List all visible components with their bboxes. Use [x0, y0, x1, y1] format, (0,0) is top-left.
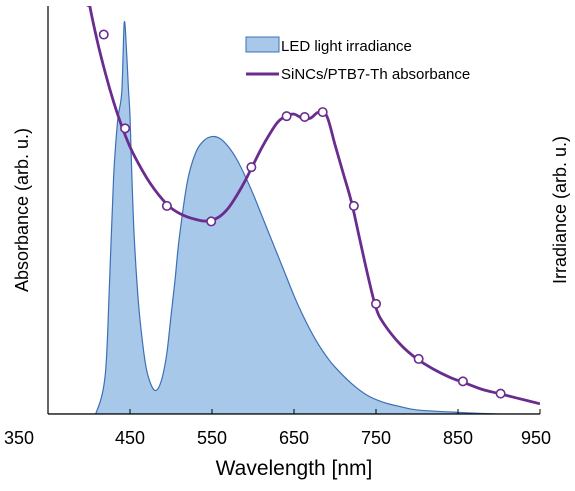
- legend-absorbance-label: SiNCs/PTB7-Th absorbance: [281, 66, 470, 83]
- absorbance-marker: [98, 29, 109, 40]
- absorbance-marker: [495, 388, 506, 399]
- absorbance-marker: [370, 298, 381, 309]
- absorbance-marker: [457, 376, 468, 387]
- x-tick-label: 750: [361, 428, 391, 448]
- legend: LED light irradiance SiNCs/PTB7-Th absor…: [245, 36, 470, 83]
- absorbance-marker: [246, 162, 257, 173]
- absorbance-marker: [281, 111, 292, 122]
- x-tick-label: 450: [115, 428, 145, 448]
- absorbance-marker: [299, 111, 310, 122]
- x-tick-label: 550: [197, 428, 227, 448]
- absorbance-marker: [317, 107, 328, 118]
- x-tick-label: 850: [443, 428, 473, 448]
- legend-led-swatch: [245, 36, 280, 53]
- absorbance-line: [88, 6, 540, 406]
- absorbance-marker: [413, 353, 424, 364]
- plot-layer: [48, 6, 540, 414]
- y-axis-label-left: Absorbance (arb. u.): [12, 128, 32, 292]
- absorbance-marker: [120, 123, 131, 134]
- absorbance-marker: [348, 200, 359, 211]
- y-axis-label-right: Irradiance (arb. u.): [550, 136, 570, 284]
- led-irradiance-area: [48, 20, 540, 414]
- absorbance-marker: [206, 216, 217, 227]
- absorbance-marker: [161, 200, 172, 211]
- x-tick-label: 350: [4, 428, 34, 448]
- x-tick-label: 950: [521, 428, 551, 448]
- x-axis-label: Wavelength [nm]: [216, 457, 373, 480]
- legend-led-label: LED light irradiance: [281, 38, 412, 55]
- absorbance-markers: [86, 6, 506, 399]
- x-ticks: 350 450 550 650 750 850 950: [4, 409, 551, 448]
- x-tick-label: 650: [279, 428, 309, 448]
- absorbance-marker: [86, 6, 92, 7]
